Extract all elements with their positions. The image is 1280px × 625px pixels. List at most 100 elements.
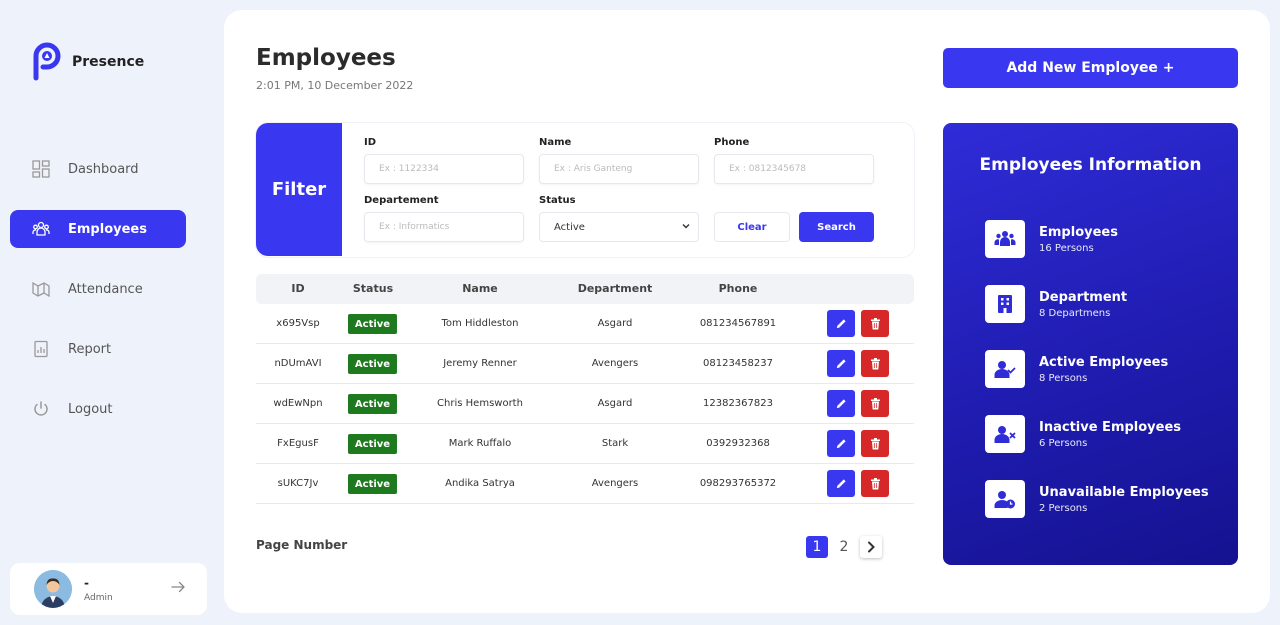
info-item-unavailable-employees: Unavailable Employees 2 Persons bbox=[985, 480, 1209, 518]
arrow-right-icon[interactable] bbox=[171, 580, 185, 598]
next-page-button[interactable] bbox=[860, 536, 882, 558]
clear-button[interactable]: Clear bbox=[714, 212, 790, 242]
trash-icon bbox=[870, 477, 881, 490]
name-input[interactable]: Ex : Aris Ganteng bbox=[539, 154, 699, 184]
cell-phone: 098293765372 bbox=[699, 478, 777, 489]
cell-name: Jeremy Renner bbox=[443, 358, 517, 369]
info-item-value: 6 Persons bbox=[1039, 437, 1088, 449]
info-item-label: Employees bbox=[1039, 224, 1118, 240]
status-label: Status bbox=[539, 195, 576, 206]
cell-department: Asgard bbox=[597, 398, 633, 409]
delete-button[interactable] bbox=[861, 430, 889, 457]
sidebar-item-dashboard[interactable]: Dashboard bbox=[10, 150, 186, 188]
info-item-label: Inactive Employees bbox=[1039, 419, 1182, 435]
info-item-value: 2 Persons bbox=[1039, 502, 1088, 514]
filter-label: Filter bbox=[256, 123, 342, 256]
employees-icon bbox=[32, 220, 50, 238]
cell-id: sUKC7Jv bbox=[277, 478, 319, 489]
cell-id: nDUmAVI bbox=[274, 358, 322, 369]
trash-icon bbox=[870, 357, 881, 370]
filter-panel: Filter ID Ex : 1122334 Name Ex : Aris Ga… bbox=[256, 123, 914, 257]
status-badge: Active bbox=[348, 354, 397, 374]
sidebar-item-attendance[interactable]: Attendance bbox=[10, 270, 186, 308]
pencil-icon bbox=[836, 318, 847, 329]
sidebar-item-label: Employees bbox=[68, 221, 147, 237]
name-label: Name bbox=[539, 137, 572, 148]
cell-department: Stark bbox=[601, 438, 629, 449]
column-header-phone: Phone bbox=[718, 282, 758, 295]
page-2-button[interactable]: 2 bbox=[839, 539, 849, 555]
info-item-active-employees: Active Employees 8 Persons bbox=[985, 350, 1168, 388]
delete-button[interactable] bbox=[861, 310, 889, 337]
page-1-button[interactable]: 1 bbox=[806, 536, 828, 558]
sidebar-nav: Dashboard Employees Attendance bbox=[10, 150, 186, 450]
id-input[interactable]: Ex : 1122334 bbox=[364, 154, 524, 184]
employees-table: ID Status Name Department Phone x695Vsp A… bbox=[256, 274, 914, 504]
info-item-inactive-employees: Inactive Employees 6 Persons bbox=[985, 415, 1181, 453]
cell-id: FxEgusF bbox=[277, 438, 319, 449]
column-header-status: Status bbox=[352, 282, 394, 295]
pencil-icon bbox=[836, 358, 847, 369]
info-item-label: Unavailable Employees bbox=[1039, 484, 1209, 500]
status-badge: Active bbox=[348, 394, 397, 414]
table-row: FxEgusF Active Mark Ruffalo Stark 0392932368 bbox=[256, 424, 914, 464]
delete-button[interactable] bbox=[861, 470, 889, 497]
sidebar-item-label: Report bbox=[68, 341, 112, 357]
cell-id: x695Vsp bbox=[276, 318, 320, 329]
status-badge: Active bbox=[348, 314, 397, 334]
edit-button[interactable] bbox=[827, 350, 855, 377]
edit-button[interactable] bbox=[827, 470, 855, 497]
sidebar-item-employees[interactable]: Employees bbox=[10, 210, 186, 248]
cell-name: Tom Hiddleston bbox=[441, 318, 519, 329]
edit-button[interactable] bbox=[827, 390, 855, 417]
sidebar-item-label: Dashboard bbox=[68, 161, 139, 177]
table-row: wdEwNpn Active Chris Hemsworth Asgard 123823… bbox=[256, 384, 914, 424]
status-select[interactable]: Active bbox=[539, 212, 699, 242]
page-datetime: 2:01 PM, 10 December 2022 bbox=[256, 79, 414, 92]
add-employee-button[interactable]: Add New Employee + bbox=[943, 48, 1238, 88]
id-label: ID bbox=[364, 137, 377, 148]
cell-id: wdEwNpn bbox=[273, 398, 323, 409]
employees-info-card: Employees Information Employees 16 Person… bbox=[943, 123, 1238, 565]
app-name: Presence bbox=[72, 54, 145, 70]
sidebar-item-logout[interactable]: Logout bbox=[10, 390, 186, 428]
table-header: ID Status Name Department Phone bbox=[256, 274, 914, 304]
avatar bbox=[34, 570, 72, 608]
user-clock-icon bbox=[985, 480, 1025, 518]
info-item-label: Active Employees bbox=[1039, 354, 1169, 370]
cell-phone: 08123458237 bbox=[703, 358, 773, 369]
search-button[interactable]: Search bbox=[799, 212, 874, 242]
phone-label: Phone bbox=[714, 137, 750, 148]
edit-button[interactable] bbox=[827, 430, 855, 457]
status-badge: Active bbox=[348, 434, 397, 454]
info-title: Employees Information bbox=[979, 155, 1202, 175]
status-select-value: Active bbox=[554, 221, 585, 233]
sidebar-item-label: Attendance bbox=[68, 281, 143, 297]
delete-button[interactable] bbox=[861, 390, 889, 417]
info-item-department: Department 8 Departmens bbox=[985, 285, 1127, 323]
edit-button[interactable] bbox=[827, 310, 855, 337]
department-label: Departement bbox=[364, 195, 439, 206]
user-card[interactable]: - Admin bbox=[10, 563, 207, 615]
sidebar-item-label: Logout bbox=[68, 401, 113, 417]
column-header-id: ID bbox=[291, 282, 305, 295]
pencil-icon bbox=[836, 398, 847, 409]
chevron-right-icon bbox=[868, 541, 875, 553]
department-input[interactable]: Ex : Informatics bbox=[364, 212, 524, 242]
trash-icon bbox=[870, 437, 881, 450]
table-row: nDUmAVI Active Jeremy Renner Avengers 081234… bbox=[256, 344, 914, 384]
presence-logo-icon bbox=[33, 42, 61, 81]
info-item-value: 8 Departmens bbox=[1039, 307, 1111, 319]
sidebar-item-report[interactable]: Report bbox=[10, 330, 186, 368]
cell-name: Mark Ruffalo bbox=[448, 438, 512, 449]
brand[interactable]: Presence bbox=[32, 42, 144, 82]
info-item-value: 16 Persons bbox=[1039, 242, 1094, 254]
page-number-label: Page Number bbox=[256, 538, 348, 552]
attendance-icon bbox=[32, 280, 50, 298]
building-icon bbox=[985, 285, 1025, 323]
phone-input[interactable]: Ex : 0812345678 bbox=[714, 154, 874, 184]
delete-button[interactable] bbox=[861, 350, 889, 377]
table-row: sUKC7Jv Active Andika Satrya Avengers 098293… bbox=[256, 464, 914, 504]
cell-phone: 0392932368 bbox=[706, 438, 770, 449]
info-item-employees: Employees 16 Persons bbox=[985, 220, 1118, 258]
